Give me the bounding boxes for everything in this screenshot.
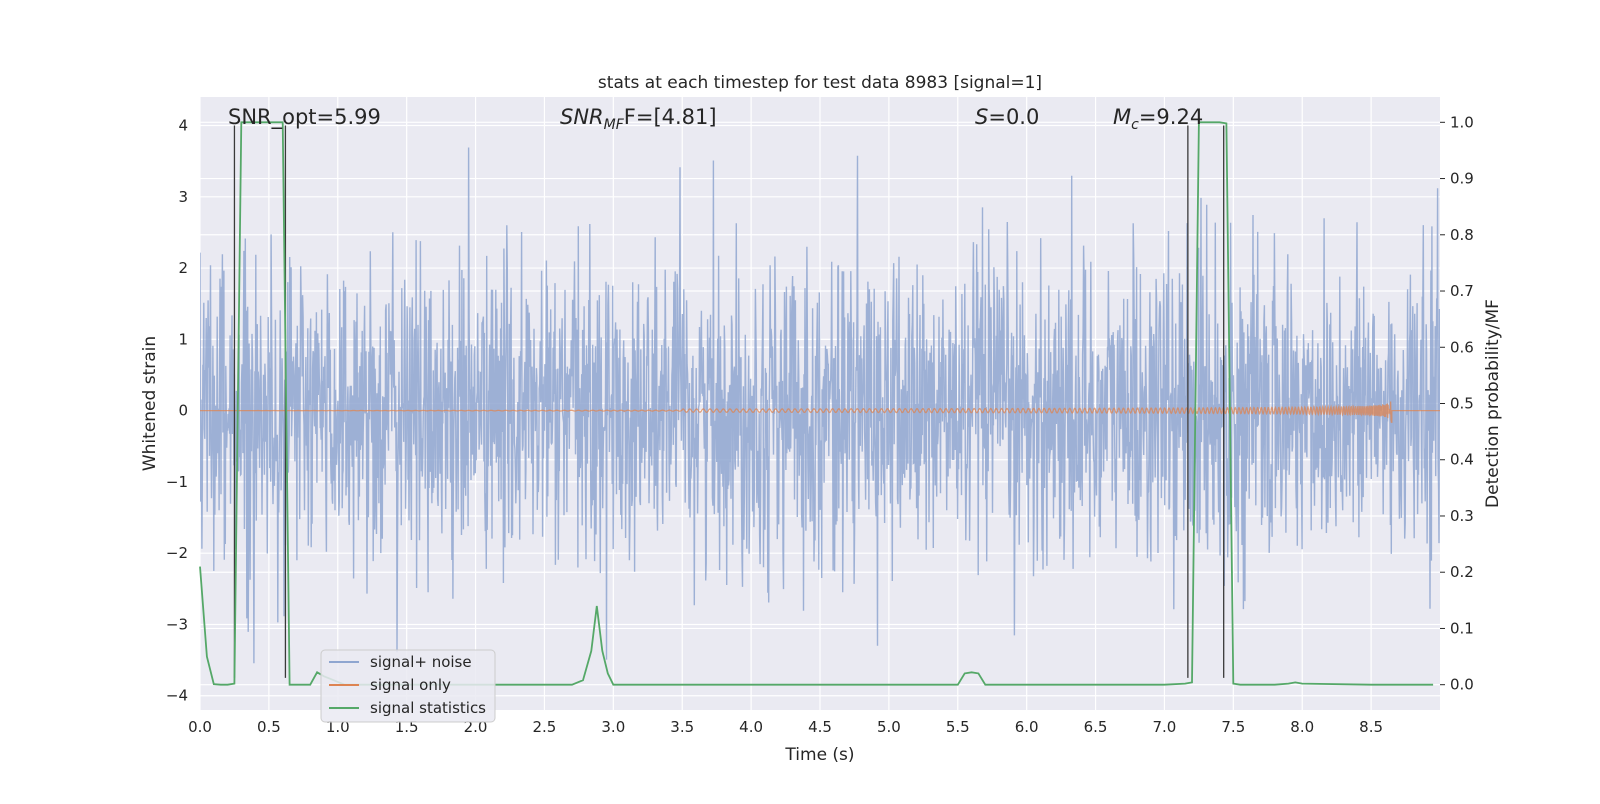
annotation-s-main: S — [975, 105, 988, 129]
y2-tick-label: 0.4 — [1450, 451, 1474, 469]
y-tick-label: 3 — [178, 188, 188, 206]
y2-tick-label: 0.1 — [1450, 619, 1474, 637]
annotation-snr-mf-sub: MF — [604, 117, 625, 133]
annotation-snr-mf-main: SNR — [560, 105, 604, 129]
x-tick-label: 5.5 — [946, 718, 970, 736]
annotation-mc-sub: c — [1131, 117, 1139, 133]
annotation-mc-main: M — [1113, 105, 1131, 129]
annotation-s: S=0.0 — [975, 105, 1039, 129]
annotation-mc-rest: =9.24 — [1139, 105, 1203, 129]
y2-tick-label: 0.0 — [1450, 676, 1474, 694]
legend-box — [320, 649, 496, 723]
y2-tick-label: 0.5 — [1450, 395, 1474, 413]
annotation-snr-mf-rest: F=[4.81] — [624, 105, 717, 129]
annotation-s-rest: =0.0 — [988, 105, 1039, 129]
y2-tick-label: 0.6 — [1450, 338, 1474, 356]
x-tick-label: 3.0 — [601, 718, 625, 736]
annotation-snr-opt: SNR_opt=5.99 — [228, 105, 381, 130]
y2-tick-label: 0.7 — [1450, 282, 1474, 300]
legend-label-signal-noise: signal+ noise — [370, 653, 472, 671]
legend: signal+ noise signal only signal statist… — [320, 649, 496, 723]
y-tick-label: −4 — [166, 687, 188, 705]
series-signal-noise — [200, 147, 1440, 664]
signal-statistics-line — [199, 121, 1434, 686]
x-axis-label: Time (s) — [784, 745, 854, 765]
x-tick-label: 4.0 — [739, 718, 763, 736]
x-tick-label: 8.0 — [1290, 718, 1314, 736]
series-signal-statistics — [199, 121, 1434, 686]
x-tick-label: 7.0 — [1153, 718, 1177, 736]
y-tick-label: −1 — [166, 473, 188, 491]
y-axis-label: Whitened strain — [140, 336, 160, 471]
x-tick-label: 7.5 — [1221, 718, 1245, 736]
y-tick-label: 1 — [178, 330, 188, 348]
y2-axis-label: Detection probability/MF — [1483, 299, 1503, 508]
y2-tick-label: 1.0 — [1450, 113, 1474, 131]
y2-tick-label: 0.9 — [1450, 170, 1474, 188]
axis-ticks: 0.0 0.5 1.0 1.5 2.0 2.5 3.0 3.5 4.0 4.5 5.0 5.5 6.0 6… — [166, 113, 1474, 736]
x-tick-label: 0.5 — [257, 718, 281, 736]
annotation-mc: Mc=9.24 — [1113, 105, 1203, 133]
x-tick-label: 6.0 — [1015, 718, 1039, 736]
y-tick-label: −3 — [166, 615, 188, 633]
x-tick-label: 8.5 — [1359, 718, 1383, 736]
x-tick-label: 3.5 — [670, 718, 694, 736]
y-tick-label: 4 — [178, 117, 188, 135]
y2-tick-label: 0.2 — [1450, 563, 1474, 581]
x-tick-label: 5.0 — [877, 718, 901, 736]
series-signal-only — [200, 401, 1440, 423]
y-tick-label: 0 — [178, 402, 188, 420]
x-tick-label: 0.0 — [188, 718, 212, 736]
x-tick-label: 4.5 — [808, 718, 832, 736]
chart-title: stats at each timestep for test data 898… — [598, 73, 1042, 93]
y-tick-label: −2 — [166, 544, 188, 562]
y2-tick-label: 0.3 — [1450, 507, 1474, 525]
y2-tick-label: 0.8 — [1450, 226, 1474, 244]
legend-label-signal-statistics: signal statistics — [370, 699, 486, 717]
annotation-snr-mf: SNRMFF=[4.81] — [560, 105, 717, 133]
legend-label-signal-only: signal only — [370, 676, 451, 694]
x-tick-label: 6.5 — [1084, 718, 1108, 736]
x-tick-label: 2.5 — [533, 718, 557, 736]
y-tick-label: 2 — [178, 259, 188, 277]
